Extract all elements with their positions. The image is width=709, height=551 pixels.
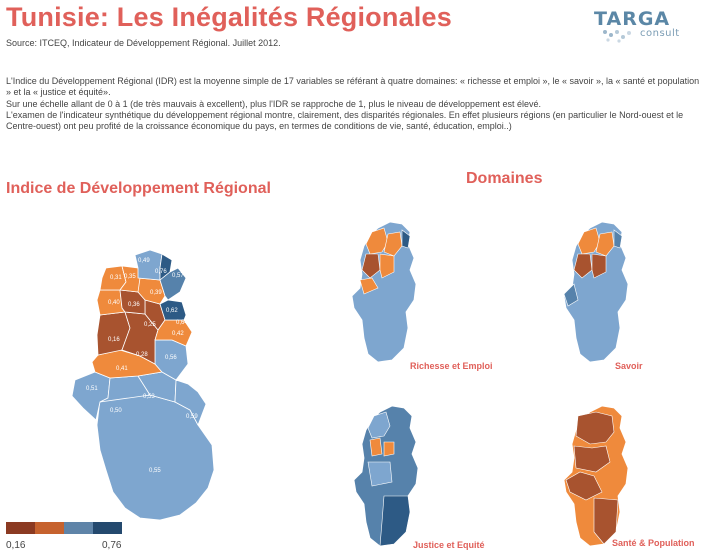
idr-map: 0,49 0,76 0,57 0,31 0,35 0,39 0,40 0,36 … xyxy=(71,249,215,521)
region-shape[interactable] xyxy=(365,227,389,255)
intro-paragraph: Sur une échelle allant de 0 à 1 (de très… xyxy=(6,98,542,109)
region-shape[interactable] xyxy=(573,445,611,473)
idr-map-title: Indice de Développement Régional xyxy=(6,180,271,197)
region-shape[interactable] xyxy=(367,461,393,487)
region-label: 0,25 xyxy=(144,322,156,328)
domain-map-justice xyxy=(353,405,419,547)
region-label: 0,28 xyxy=(136,352,148,358)
logo-word: TARGA xyxy=(594,8,671,30)
intro-paragraph: L'examen de l'indicateur synthétique du … xyxy=(6,109,684,132)
domain-map-richesse xyxy=(351,221,417,363)
intro-paragraph: L'Indice du Développement Régional (IDR)… xyxy=(6,76,700,98)
region-shape[interactable] xyxy=(613,229,623,249)
region-label: 0,50 xyxy=(110,408,122,414)
region-shape[interactable] xyxy=(159,267,187,301)
region-shape[interactable] xyxy=(367,411,391,439)
logo-dots-icon xyxy=(603,30,631,43)
region-label: 0,42 xyxy=(172,331,184,337)
region-label: 0,56 xyxy=(165,355,177,361)
region-shape[interactable] xyxy=(369,437,383,457)
region-shape[interactable] xyxy=(359,277,379,295)
region-shape[interactable] xyxy=(134,249,163,281)
domains-title: Domaines xyxy=(466,170,543,187)
domain-label: Justice et Equité xyxy=(413,540,485,550)
region-shape[interactable] xyxy=(573,253,593,279)
region-label: 0,59 xyxy=(186,414,198,420)
source-note: Source: ITCEQ, Indicateur de Développeme… xyxy=(6,38,281,48)
region-label: 0,39 xyxy=(150,290,162,296)
region-label: 0,51 xyxy=(86,386,98,392)
intro-text: L'Indice du Développement Régional (IDR)… xyxy=(6,76,706,132)
region-label: 0,64 xyxy=(176,320,188,326)
domain-label: Santé & Population xyxy=(612,538,695,548)
domain-label: Richesse et Emploi xyxy=(410,361,493,371)
region-shape[interactable] xyxy=(361,253,381,279)
region-label: 0,40 xyxy=(108,300,120,306)
region-shape[interactable] xyxy=(563,283,579,307)
region-shape[interactable] xyxy=(565,471,603,501)
region-label: 0,16 xyxy=(108,337,120,343)
region-shape[interactable] xyxy=(379,495,411,547)
region-label: 0,31 xyxy=(110,275,122,281)
region-label: 0,35 xyxy=(124,274,136,280)
legend-min: 0,16 xyxy=(6,540,26,551)
region-shape[interactable] xyxy=(595,231,615,257)
region-shape[interactable] xyxy=(174,379,207,426)
legend-swatch xyxy=(35,522,64,534)
region-shape[interactable] xyxy=(379,253,395,279)
legend-swatch xyxy=(93,522,122,534)
domain-map-savoir xyxy=(563,221,629,363)
page-title: Tunisie: Les Inégalités Régionales xyxy=(6,2,452,32)
region-shape[interactable] xyxy=(383,231,403,257)
region-label: 0,76 xyxy=(155,269,167,275)
region-shape[interactable] xyxy=(593,497,619,545)
region-label: 0,55 xyxy=(149,468,161,474)
region-shape[interactable] xyxy=(575,411,615,445)
domain-label: Savoir xyxy=(615,361,643,371)
region-label: 0,49 xyxy=(138,258,150,264)
region-label: 0,36 xyxy=(128,302,140,308)
legend-bar xyxy=(6,522,122,534)
legend-swatch xyxy=(6,522,35,534)
targa-logo: TARGA consult xyxy=(588,6,698,44)
region-shape[interactable] xyxy=(577,227,601,255)
legend-max: 0,76 xyxy=(102,540,122,551)
region-shape[interactable] xyxy=(154,319,193,347)
region-shape[interactable] xyxy=(591,253,607,279)
region-label: 0,53 xyxy=(143,394,155,400)
region-label: 0,41 xyxy=(116,366,128,372)
logo-sub: consult xyxy=(640,28,680,39)
region-shape[interactable] xyxy=(401,229,411,249)
region-label: 0,57 xyxy=(172,273,184,279)
region-shape[interactable] xyxy=(383,441,395,457)
region-label: 0,62 xyxy=(166,308,178,314)
legend-swatch xyxy=(64,522,93,534)
domain-map-sante xyxy=(563,405,629,547)
color-legend: 0,16 0,76 xyxy=(6,522,122,551)
